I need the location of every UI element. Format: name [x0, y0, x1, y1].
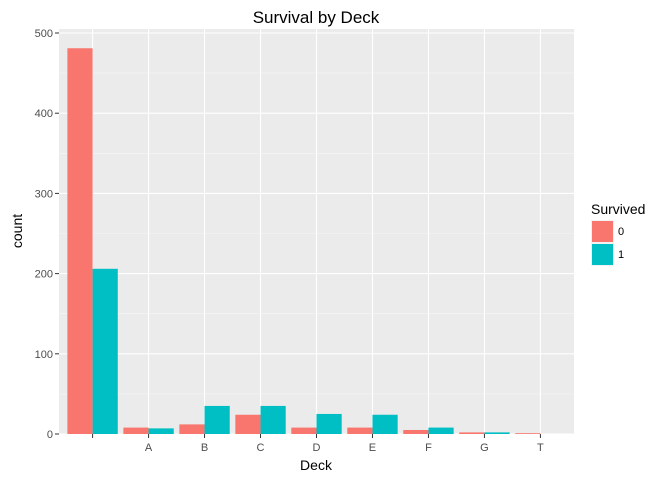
bar-0-A: [123, 427, 149, 434]
y-tick-label: 500: [35, 28, 53, 40]
bar-0-G: [459, 432, 485, 434]
bar-1-C: [260, 405, 286, 434]
y-tick-label: 200: [35, 269, 53, 281]
x-tick-label: T: [537, 442, 544, 454]
bar-1-A: [148, 428, 174, 434]
x-tick-label: D: [313, 442, 321, 454]
x-tick-label: E: [369, 442, 376, 454]
x-tick-label: C: [257, 442, 265, 454]
legend-swatch: [592, 244, 613, 265]
y-tick-label: 100: [35, 349, 53, 361]
bar-0-blank: [67, 48, 93, 434]
legend-title: Survived: [591, 201, 645, 217]
bar-0-F: [403, 429, 429, 434]
bar-0-E: [347, 427, 373, 434]
bar-1-E: [372, 414, 398, 434]
bar-0-B: [179, 424, 205, 434]
bar-1-B: [204, 405, 230, 434]
legend: Survived 0 1: [591, 201, 645, 266]
bars: [67, 48, 541, 434]
x-tick-label: A: [145, 442, 153, 454]
chart-title: Survival by Deck: [253, 8, 380, 27]
y-axis: 0 100 200 300 400 500: [35, 28, 59, 441]
y-tick-label: 400: [35, 108, 53, 120]
bar-0-T: [515, 433, 541, 434]
y-axis-title: count: [9, 214, 25, 248]
x-tick-label: F: [425, 442, 432, 454]
grid-lines: [59, 29, 574, 435]
y-tick-label: 0: [47, 429, 53, 441]
bar-0-D: [291, 427, 317, 434]
legend-label: 0: [618, 226, 624, 238]
bar-0-C: [235, 414, 261, 434]
legend-label: 1: [618, 249, 624, 261]
y-tick-label: 300: [35, 188, 53, 200]
bar-1-G: [484, 432, 510, 434]
bar-1-D: [316, 413, 342, 434]
bar-1-blank: [92, 268, 118, 434]
x-tick-label: B: [201, 442, 208, 454]
bar-1-F: [428, 427, 454, 434]
x-axis-title: Deck: [300, 457, 333, 473]
legend-swatch: [592, 221, 613, 242]
x-tick-label: G: [480, 442, 489, 454]
